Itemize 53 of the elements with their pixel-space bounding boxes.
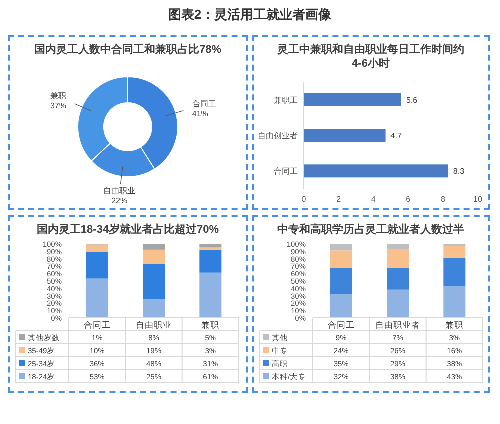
bar [387,249,409,268]
y-tick-label: 兼职工 [274,96,298,105]
bar [444,258,466,286]
data-label: 5.6 [406,96,418,105]
bar [444,286,466,318]
bar [387,244,409,250]
x-tick-label: 兼职 [202,320,220,330]
chart-title: 灵工中兼职和自由职业每日工作时间约4-6小时 [276,43,466,71]
x-tick-label: 合同工 [84,320,111,330]
bar [330,244,352,251]
bar [86,278,108,318]
bar [304,93,402,106]
x-tick-label: 8 [440,195,446,204]
data-label: 4.7 [390,132,402,140]
bar [143,244,165,250]
x-tick-label: 10 [474,195,483,204]
bar [86,244,108,252]
x-tick-label: 4 [371,195,376,204]
bar [200,244,222,248]
x-tick-label: 0 [302,195,307,204]
slice-label: 兼职 [50,91,67,100]
x-tick-label: 兼职 [446,320,464,330]
bar [330,268,352,294]
bar [444,246,466,258]
y-tick-label: 合同工 [274,167,298,176]
x-tick-label: 自由职业者 [376,320,420,330]
chart-title: 国内灵工18-34岁就业者占比超过70% [36,223,220,237]
bar [200,272,222,318]
chart-title: 中专和高职学历占灵工就业者人数过半 [276,223,466,237]
data-label: 22% [112,196,128,206]
y-tick-label: 自由创业者 [258,132,298,140]
bar [143,264,165,300]
data-label: 8.3 [453,167,466,176]
bar [304,129,386,142]
bar [143,250,165,264]
bar [86,252,108,279]
slice-label: 自由职业 [104,186,136,196]
bar [387,268,409,290]
bar [143,300,165,318]
x-tick-label: 合同工 [328,320,355,330]
x-tick-label: 6 [406,195,412,204]
x-tick-label: 自由职业 [136,320,172,330]
bar [387,290,409,318]
text: 图表2：灵活用工就业者画像 [167,6,333,24]
data-label: 41% [192,109,208,118]
bar [330,294,352,318]
bar [330,250,352,268]
data-label: 37% [50,101,67,110]
bar [304,164,448,178]
chart-title: 国内灵工人数中合同工和兼职占比78% [33,43,223,57]
x-tick-label: 2 [336,195,342,204]
bar [200,250,222,273]
slice-label: 合同工 [192,99,216,108]
